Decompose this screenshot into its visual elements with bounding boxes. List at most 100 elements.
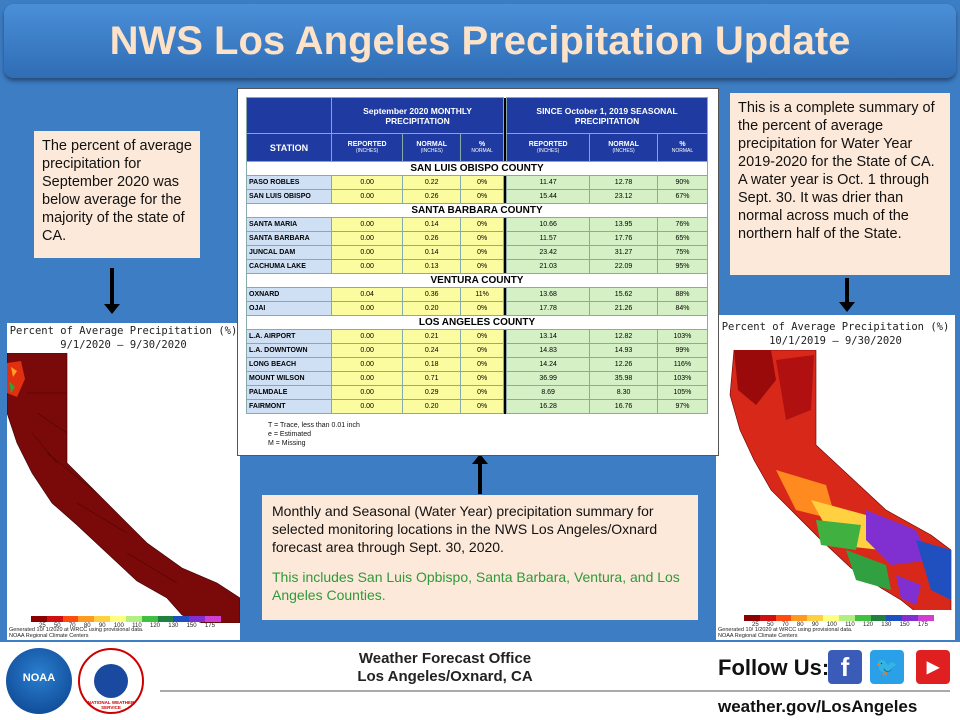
- table-cell: 0%: [460, 175, 505, 190]
- county-name: LOS ANGELES COUNTY: [246, 315, 708, 330]
- twitter-icon[interactable]: 🐦: [870, 650, 904, 684]
- footer-divider: [160, 690, 950, 692]
- table-cell: 0%: [460, 329, 505, 344]
- right-precip-map: Percent of Average Precipitation (%) 10/…: [716, 315, 955, 640]
- center-note-counties: This includes San Luis Opbispo, Santa Ba…: [272, 569, 680, 603]
- table-cell: 0.04: [330, 287, 404, 302]
- table-cell: 16.28: [506, 399, 591, 414]
- station-name: MOUNT WILSON: [246, 371, 332, 386]
- table-cell: 0.00: [330, 245, 404, 260]
- county-row: SANTA BARBARA COUNTY: [246, 203, 708, 218]
- follow-us-label: Follow Us:: [718, 655, 830, 680]
- county-row: VENTURA COUNTY: [246, 273, 708, 288]
- right-map-legend-labels: 25 50 70 80 90 100 110 120 130 150 175: [752, 622, 928, 628]
- monthly-pct-header: % NORMAL: [460, 133, 505, 162]
- table-cell: 16.76: [589, 399, 658, 414]
- table-cell: 0%: [460, 217, 505, 232]
- table-cell: 97%: [656, 399, 709, 414]
- table-cell: 0.00: [330, 371, 404, 386]
- table-cell: 12.26: [589, 357, 658, 372]
- county-row: SAN LUIS OBISPO COUNTY: [246, 161, 708, 176]
- table-cell: 0%: [460, 357, 505, 372]
- table-row: L.A. DOWNTOWN 0.00 0.24 0% 14.83 14.93 99%: [246, 343, 709, 358]
- table-row: LONG BEACH 0.00 0.18 0% 14.24 12.26 116%: [246, 357, 709, 372]
- seasonal-header: SINCE October 1, 2019 SEASONAL PRECIPITA…: [506, 97, 708, 134]
- table-row: JUNCAL DAM 0.00 0.14 0% 23.42 31.27 75%: [246, 245, 709, 260]
- table-cell: 8.30: [589, 385, 658, 400]
- table-cell: 0%: [460, 385, 505, 400]
- table-cell: 65%: [656, 231, 709, 246]
- station-name: L.A. AIRPORT: [246, 329, 332, 344]
- table-cell: 15.44: [506, 189, 591, 204]
- table-cell: 35.98: [589, 371, 658, 386]
- left-arrow: [104, 268, 120, 314]
- table-cell: 22.09: [589, 259, 658, 274]
- table-cell: 0.71: [402, 371, 462, 386]
- table-cell: 0%: [460, 231, 505, 246]
- table-cell: 103%: [656, 371, 709, 386]
- table-row: PASO ROBLES 0.00 0.22 0% 11.47 12.78 90%: [246, 175, 709, 190]
- table-cell: 13.95: [589, 217, 658, 232]
- table-cell: 14.24: [506, 357, 591, 372]
- right-map-title: Percent of Average Precipitation (%): [721, 321, 950, 333]
- seasonal-reported-header: REPORTED (INCHES): [506, 133, 591, 162]
- county-name: SANTA BARBARA COUNTY: [246, 203, 708, 218]
- table-cell: 0.26: [402, 231, 462, 246]
- station-name: LONG BEACH: [246, 357, 332, 372]
- station-name: PALMDALE: [246, 385, 332, 400]
- table-cell: 0%: [460, 189, 505, 204]
- table-cell: 13.14: [506, 329, 591, 344]
- website-url[interactable]: weather.gov/LosAngeles: [718, 697, 918, 716]
- left-map-title: Percent of Average Precipitation (%): [9, 325, 238, 337]
- right-map-footer: Generated 10/ 1/2020 at WRCC using provi…: [718, 627, 853, 639]
- table-cell: 0.00: [330, 231, 404, 246]
- table-row: PALMDALE 0.00 0.29 0% 8.69 8.30 105%: [246, 385, 709, 400]
- station-name: CACHUMA LAKE: [246, 259, 332, 274]
- table-cell: 11.47: [506, 175, 591, 190]
- noaa-logo: NOAA: [6, 648, 72, 714]
- table-cell: 0%: [460, 399, 505, 414]
- table-cell: 0.14: [402, 245, 462, 260]
- facebook-icon[interactable]: f: [828, 650, 862, 684]
- table-cell: 0.26: [402, 189, 462, 204]
- table-cell: 0%: [460, 343, 505, 358]
- table-cell: 23.42: [506, 245, 591, 260]
- monthly-normal-header: NORMAL (INCHES): [402, 133, 462, 162]
- table-cell: 0.00: [330, 175, 404, 190]
- table-cell: 0.00: [330, 329, 404, 344]
- table-cell: 75%: [656, 245, 709, 260]
- youtube-icon[interactable]: ▶: [916, 650, 950, 684]
- table-cell: 0%: [460, 245, 505, 260]
- seasonal-pct-header: % NORMAL: [656, 133, 709, 162]
- station-name: JUNCAL DAM: [246, 245, 332, 260]
- table-cell: 0.00: [330, 189, 404, 204]
- table-cell: 14.83: [506, 343, 591, 358]
- station-name: OJAI: [246, 301, 332, 316]
- table-cell: 14.93: [589, 343, 658, 358]
- table-cell: 10.66: [506, 217, 591, 232]
- title-banner: NWS Los Angeles Precipitation Update: [4, 4, 956, 78]
- table-cell: 31.27: [589, 245, 658, 260]
- table-cell: 0.20: [402, 399, 462, 414]
- table-cell: 0.29: [402, 385, 462, 400]
- table-cell: 0.00: [330, 399, 404, 414]
- table-cell: 0.21: [402, 329, 462, 344]
- table-row: FAIRMONT 0.00 0.20 0% 16.28 16.76 97%: [246, 399, 709, 414]
- station-name: PASO ROBLES: [246, 175, 332, 190]
- table-cell: 13.68: [506, 287, 591, 302]
- station-name: SAN LUIS OBISPO: [246, 189, 332, 204]
- table-cell: 0.13: [402, 259, 462, 274]
- table-cell: 84%: [656, 301, 709, 316]
- table-cell: 0%: [460, 259, 505, 274]
- station-header: STATION: [246, 133, 332, 162]
- table-cell: 11.57: [506, 231, 591, 246]
- left-map-ca-shape: [7, 353, 240, 623]
- table-cell: 8.69: [506, 385, 591, 400]
- nws-logo: NATIONAL WEATHER SERVICE: [78, 648, 144, 714]
- table-cell: 95%: [656, 259, 709, 274]
- table-row: MOUNT WILSON 0.00 0.71 0% 36.99 35.98 103%: [246, 371, 709, 386]
- monthly-reported-header: REPORTED (INCHES): [330, 133, 404, 162]
- office-name: Weather Forecast Office Los Angeles/Oxna…: [357, 650, 533, 685]
- right-map-legend: [744, 615, 934, 621]
- table-row: L.A. AIRPORT 0.00 0.21 0% 13.14 12.82 103%: [246, 329, 709, 344]
